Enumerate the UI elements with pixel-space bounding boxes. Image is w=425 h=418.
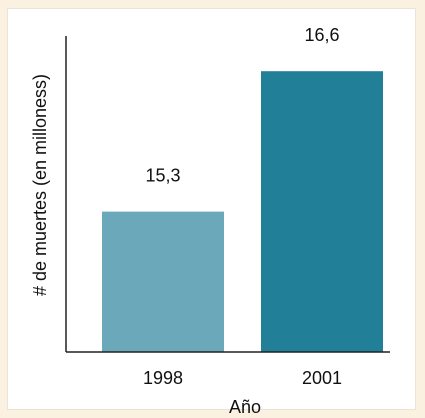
bar-2001 — [261, 71, 383, 352]
x-axis-label: Año — [229, 397, 261, 417]
value-labels-group: 15,3 16,6 — [145, 25, 339, 185]
bars-group — [102, 71, 383, 352]
value-label-2001: 16,6 — [304, 25, 339, 45]
x-tick-labels-group: 1998 2001 — [143, 368, 342, 388]
bar-1998 — [102, 211, 224, 352]
y-axis-label: # de muertes (en milloness) — [30, 74, 50, 296]
x-tick-label-1998: 1998 — [143, 368, 183, 388]
x-tick-label-2001: 2001 — [302, 368, 342, 388]
value-label-1998: 15,3 — [145, 166, 180, 186]
